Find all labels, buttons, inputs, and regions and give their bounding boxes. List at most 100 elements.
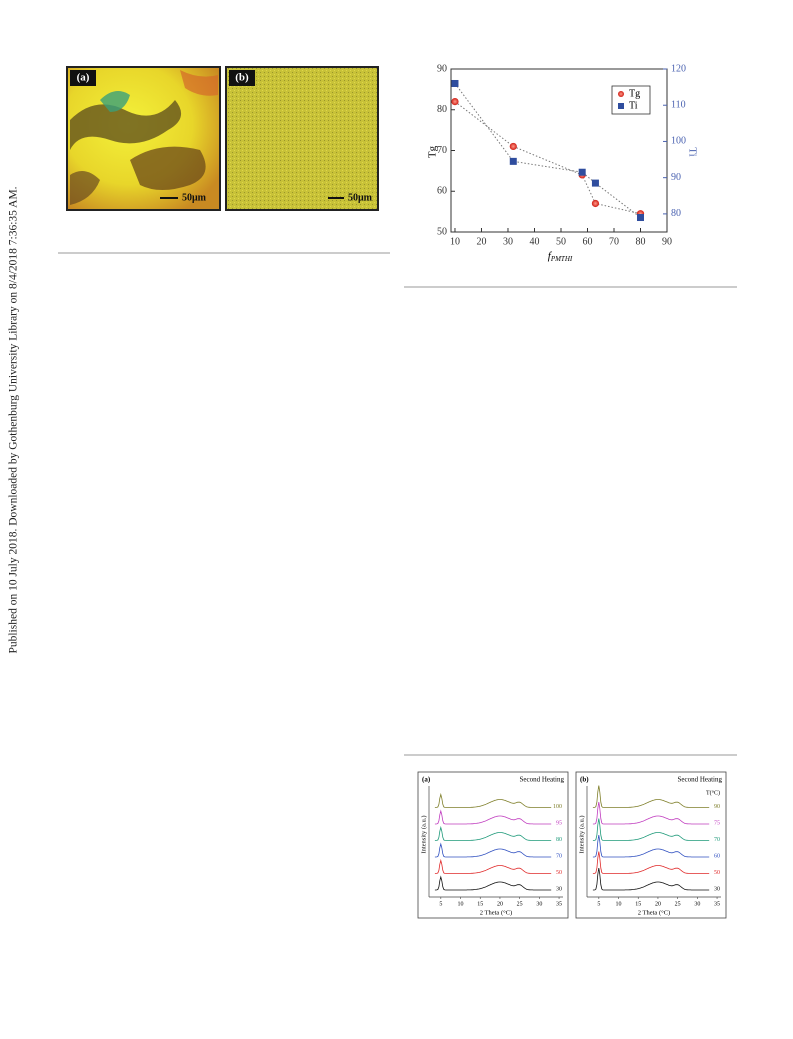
xrd-tick-label: 30 — [694, 901, 700, 907]
y-axis-label: Tg — [427, 145, 439, 158]
label-bg — [229, 70, 255, 86]
panel-label: (a) — [77, 72, 90, 84]
label-bg — [70, 70, 96, 86]
xrd-frame — [575, 771, 727, 919]
temp-label: 30 — [714, 886, 720, 892]
sidebar-note: Published on 10 July 2018. Downloaded by… — [8, 186, 20, 653]
temp-label: 50 — [556, 870, 562, 876]
xrd-frame — [417, 771, 569, 919]
xrd-figure: (a) Second Heating 5 10 15 20 25 30 35 2 Theta (°… — [417, 771, 727, 919]
panel-label: (a) — [422, 776, 431, 784]
x-tick-label: 30 — [503, 236, 513, 247]
xrd-tick-label: 35 — [714, 901, 720, 907]
scale-label: 50μm — [348, 192, 373, 203]
xrd-tick-label: 10 — [458, 901, 464, 907]
legend-label: Tg — [629, 88, 640, 99]
legend-box — [611, 85, 651, 115]
xrd-curve — [434, 809, 552, 825]
temp-label: 75 — [714, 820, 720, 826]
panel-title: Second Heating — [677, 776, 722, 784]
y2-tick-label: 110 — [671, 100, 686, 111]
y-tick-label: 60 — [437, 186, 447, 197]
y2-axis-label: Ti — [686, 147, 698, 156]
xrd-curve — [434, 875, 552, 891]
xrd-y-label: Intensity (a.u.) — [420, 815, 427, 853]
point — [509, 157, 517, 165]
scale-label: 50μm — [182, 192, 207, 203]
point — [591, 179, 599, 187]
x-label-main: f — [548, 250, 553, 262]
micrograph-b — [225, 66, 379, 211]
xrd-tick-label: 10 — [616, 901, 622, 907]
temp-unit: T(°C) — [706, 789, 720, 796]
temp-label: 60 — [714, 853, 720, 859]
xrd-x-label: 2 Theta (°C) — [638, 909, 670, 916]
xrd-tick-label: 20 — [655, 901, 661, 907]
temp-label: 100 — [553, 804, 562, 810]
x-tick-label: 10 — [450, 236, 460, 247]
xrd-tick-label: 15 — [477, 901, 483, 907]
tg-ti-chart: 10 20 30 40 50 60 70 80 90 50 60 70 80 90 80 90 100 110 12… — [427, 63, 699, 262]
legend-marker — [618, 103, 624, 109]
point — [636, 214, 644, 222]
xrd-curve — [592, 834, 710, 858]
x-tick-label: 40 — [529, 236, 539, 247]
y2-tick-label: 120 — [671, 63, 686, 74]
xrd-tick-label: 15 — [635, 901, 641, 907]
xrd-curve — [592, 818, 710, 841]
xrd-tick-label: 20 — [497, 901, 503, 907]
xrd-curve — [434, 792, 552, 808]
y-tick-label: 50 — [437, 226, 447, 237]
y2-tick-label: 90 — [671, 172, 681, 183]
xrd-curve — [434, 858, 552, 874]
point — [578, 168, 586, 176]
point — [591, 199, 600, 208]
temp-label: 30 — [556, 886, 562, 892]
x-tick-label: 50 — [556, 236, 566, 247]
point — [509, 142, 517, 151]
trend-line — [454, 83, 641, 218]
temp-label: 70 — [714, 837, 720, 843]
xrd-tick-label: 25 — [675, 901, 681, 907]
xrd-curve — [592, 785, 710, 808]
temp-label: 70 — [556, 853, 562, 859]
xrd-x-label: 2 Theta (°C) — [480, 909, 512, 916]
point — [451, 98, 459, 106]
panel-title: Second Heating — [519, 776, 564, 784]
temp-label: 90 — [714, 804, 720, 810]
x-tick-label: 60 — [582, 236, 592, 247]
y2-tick-label: 100 — [671, 136, 686, 147]
point — [451, 79, 459, 87]
y-tick-label: 70 — [437, 145, 447, 156]
xrd-y-label: Intensity (a.u.) — [578, 815, 585, 853]
xrd-curve — [592, 867, 710, 891]
x-tick-label: 80 — [635, 236, 645, 247]
xrd-tick-label: 30 — [536, 901, 542, 907]
trend-line — [454, 101, 641, 215]
legend-marker — [618, 91, 624, 97]
temp-label: 80 — [556, 837, 562, 843]
y-tick-label: 80 — [437, 104, 447, 115]
panel-label: (b) — [580, 776, 589, 784]
panel-label: (b) — [235, 72, 249, 84]
x-tick-label: 70 — [609, 236, 619, 247]
x-tick-label: 90 — [662, 236, 672, 247]
temp-label: 50 — [714, 870, 720, 876]
xrd-tick-label: 25 — [517, 901, 523, 907]
x-axis-label: fPMTHI — [548, 250, 573, 263]
legend-label: Ti — [629, 100, 638, 111]
micrograph-a — [66, 66, 221, 211]
temp-label: 95 — [556, 820, 562, 826]
xrd-tick-label: 35 — [556, 901, 562, 907]
xrd-curve — [592, 801, 710, 825]
y-tick-label: 90 — [437, 63, 447, 74]
y2-tick-label: 80 — [671, 208, 681, 219]
x-label-sub: PMTHI — [550, 255, 573, 263]
xrd-tick-label: 5 — [597, 901, 600, 907]
xrd-curve — [434, 825, 552, 841]
xrd-curve — [592, 851, 710, 874]
xrd-tick-label: 5 — [439, 901, 442, 907]
x-tick-label: 20 — [476, 236, 486, 247]
xrd-curve — [434, 842, 552, 858]
